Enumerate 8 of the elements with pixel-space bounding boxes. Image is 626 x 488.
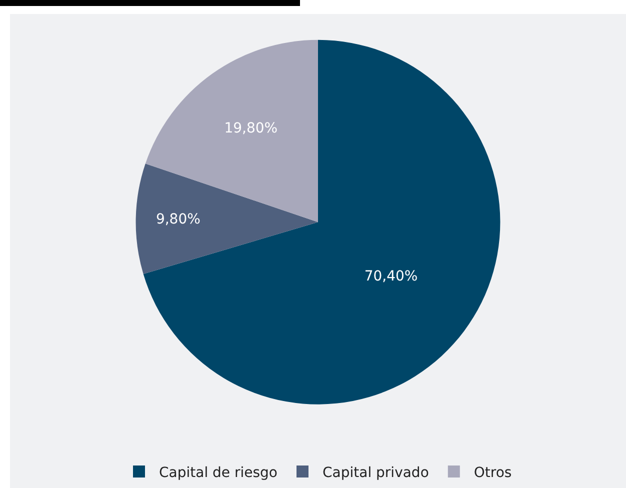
pie-slice [143,40,500,404]
legend-label: Capital privado [322,464,429,481]
data-label: 70,40% [364,268,418,285]
legend-label: Capital de riesgo [159,464,278,481]
data-label: 9,80% [156,211,200,228]
pie-slice [136,164,318,274]
legend-label: Otros [474,464,512,481]
data-label: 19,80% [224,120,278,137]
